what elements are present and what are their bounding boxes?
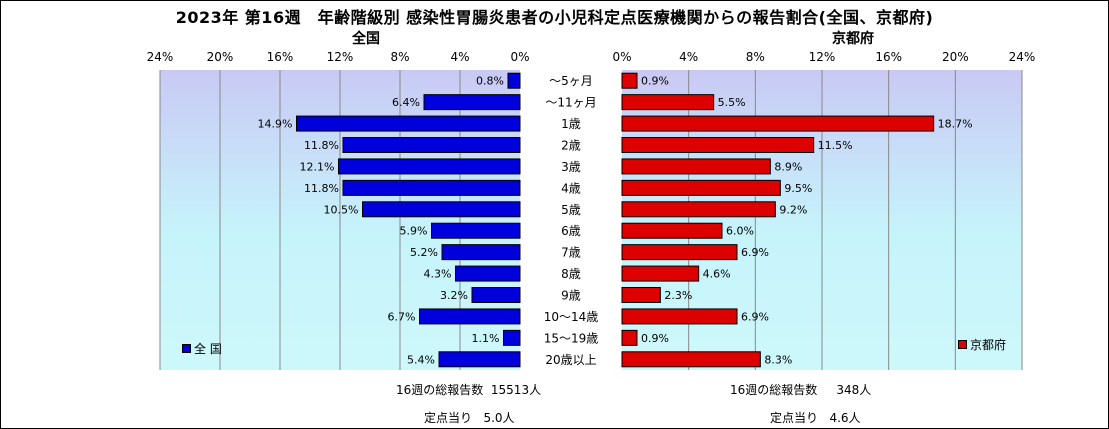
category-label: 1歳 xyxy=(561,117,581,131)
category-label: 3歳 xyxy=(561,160,581,174)
kyoto-data-label: 0.9% xyxy=(641,332,669,345)
kyoto-tick-label: 24% xyxy=(1009,50,1036,64)
national-legend: 全 国 xyxy=(182,340,222,357)
kyoto-data-label: 6.0% xyxy=(726,225,754,238)
category-label: 10～14歳 xyxy=(544,310,599,324)
kyoto-bar xyxy=(621,201,776,218)
national-tick-label: 4% xyxy=(450,50,469,64)
kyoto-legend: 京都府 xyxy=(958,336,1006,353)
kyoto-data-label: 6.9% xyxy=(741,310,769,323)
national-bar xyxy=(507,72,521,89)
kyoto-bar xyxy=(621,115,935,132)
kyoto-data-label: 4.6% xyxy=(703,268,731,281)
category-label: 8歳 xyxy=(561,267,581,281)
kyoto-total-reports: 16週の総報告数 348人 xyxy=(730,383,872,397)
kyoto-data-label: 18.7% xyxy=(938,118,973,131)
category-label: 15～19歳 xyxy=(544,331,599,345)
kyoto-tick-label: 16% xyxy=(875,50,902,64)
national-bar xyxy=(296,115,521,132)
national-bar xyxy=(455,265,521,282)
category-label: 2歳 xyxy=(561,139,581,153)
national-bar xyxy=(438,351,521,368)
national-data-label: 5.2% xyxy=(410,246,438,259)
kyoto-tick-label: 20% xyxy=(942,50,969,64)
national-data-label: 14.9% xyxy=(258,118,293,131)
kyoto-data-label: 11.5% xyxy=(818,139,853,152)
category-label: 4歳 xyxy=(561,181,581,195)
national-bar xyxy=(419,308,521,325)
national-tick-label: 20% xyxy=(207,50,234,64)
kyoto-data-label: 5.5% xyxy=(718,96,746,109)
category-label: 7歳 xyxy=(561,246,581,260)
kyoto-tick-label: 12% xyxy=(809,50,836,64)
kyoto-legend-swatch xyxy=(958,340,967,349)
national-data-label: 4.3% xyxy=(424,268,452,281)
kyoto-bar xyxy=(621,351,761,368)
kyoto-data-label: 8.3% xyxy=(764,353,792,366)
kyoto-legend-label: 京都府 xyxy=(970,338,1007,352)
kyoto-tick-label: 0% xyxy=(612,50,631,64)
kyoto-bar xyxy=(621,308,738,325)
national-bar xyxy=(503,329,521,346)
national-data-label: 11.8% xyxy=(304,139,339,152)
kyoto-bar xyxy=(621,158,771,175)
national-legend-label: 全 国 xyxy=(194,342,222,356)
kyoto-per-site: 定点当り 4.6人 xyxy=(770,411,861,425)
national-per-site: 定点当り 5.0人 xyxy=(424,411,515,425)
national-data-label: 11.8% xyxy=(304,182,339,195)
kyoto-bar xyxy=(621,329,638,346)
kyoto-bar xyxy=(621,179,781,196)
kyoto-bar xyxy=(621,222,723,239)
national-bar xyxy=(423,94,521,111)
kyoto-bar xyxy=(621,287,661,303)
chart-title: 2023年 第16週 年齢階級別 感染性胃腸炎患者の小児科定点医療機関からの報告… xyxy=(175,8,934,27)
national-bar xyxy=(441,244,521,261)
national-data-label: 12.1% xyxy=(300,160,335,173)
national-bar xyxy=(338,158,521,175)
category-label: ～5ヶ月 xyxy=(549,74,593,88)
national-tick-label: 16% xyxy=(267,50,294,64)
national-data-label: 5.4% xyxy=(407,353,435,366)
national-bar xyxy=(362,201,521,218)
kyoto-bar xyxy=(621,72,638,89)
national-legend-swatch xyxy=(182,344,191,353)
national-panel-title: 全国 xyxy=(352,31,380,47)
national-tick-label: 0% xyxy=(510,50,529,64)
national-bar xyxy=(342,179,521,196)
kyoto-data-label: 0.9% xyxy=(641,75,669,88)
kyoto-bar xyxy=(621,244,738,261)
national-tick-label: 12% xyxy=(327,50,354,64)
kyoto-bar xyxy=(621,265,700,282)
kyoto-panel-title: 京都府 xyxy=(832,31,874,47)
national-data-label: 0.8% xyxy=(476,75,504,88)
kyoto-data-label: 8.9% xyxy=(774,160,802,173)
kyoto-data-label: 9.2% xyxy=(779,203,807,216)
national-data-label: 6.7% xyxy=(388,310,416,323)
national-total-reports: 16週の総報告数 15513人 xyxy=(396,383,542,397)
category-label: ～11ヶ月 xyxy=(545,96,596,110)
kyoto-tick-label: 4% xyxy=(679,50,698,64)
kyoto-tick-label: 8% xyxy=(746,50,765,64)
category-label: 6歳 xyxy=(561,224,581,238)
national-tick-label: 8% xyxy=(390,50,409,64)
national-bar xyxy=(471,287,521,303)
national-data-label: 5.9% xyxy=(400,225,428,238)
kyoto-data-label: 6.9% xyxy=(741,246,769,259)
national-data-label: 6.4% xyxy=(392,96,420,109)
national-bar xyxy=(431,222,521,239)
category-label: 9歳 xyxy=(561,289,581,303)
national-data-label: 10.5% xyxy=(324,203,359,216)
category-label: 5歳 xyxy=(561,203,581,217)
national-data-label: 1.1% xyxy=(472,332,500,345)
kyoto-data-label: 9.5% xyxy=(784,182,812,195)
national-bar xyxy=(342,137,521,153)
kyoto-data-label: 2.3% xyxy=(664,289,692,302)
national-tick-label: 24% xyxy=(147,50,174,64)
national-data-label: 3.2% xyxy=(440,289,468,302)
kyoto-bar xyxy=(621,94,715,111)
category-label: 20歳以上 xyxy=(545,353,596,367)
kyoto-bar xyxy=(621,137,815,153)
